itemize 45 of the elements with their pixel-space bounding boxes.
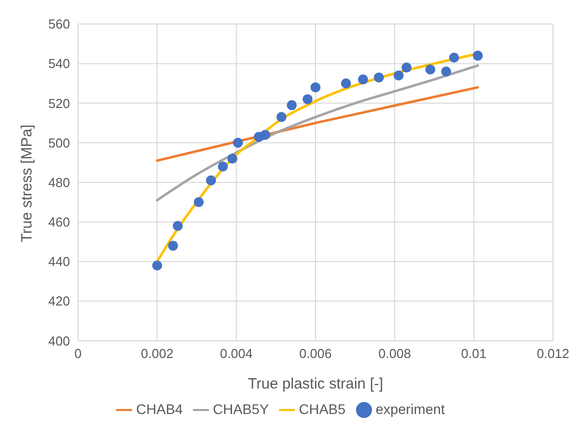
point <box>358 74 368 84</box>
x-tick-label: 0.004 <box>220 346 253 361</box>
x-tick-label: 0.006 <box>299 346 332 361</box>
point <box>286 100 297 110</box>
y-tick-label: 460 <box>48 214 70 230</box>
point <box>276 112 286 122</box>
point <box>402 62 412 73</box>
point <box>227 154 238 164</box>
y-tick-label: 500 <box>48 135 70 150</box>
point <box>302 94 313 104</box>
x-tick-label: 0.002 <box>140 346 174 361</box>
point <box>340 78 351 88</box>
point <box>232 138 243 148</box>
legend-label: experiment <box>376 400 445 417</box>
y-axis-title: True stress [MPa] <box>18 124 36 242</box>
point <box>152 260 162 270</box>
legend-label: CHAB5 <box>298 400 346 417</box>
point <box>425 64 436 75</box>
point <box>472 50 483 61</box>
y-tick-label: 560 <box>48 16 70 32</box>
y-tick-label: 440 <box>48 254 70 270</box>
point <box>260 130 270 140</box>
x-tick-label: 0.01 <box>461 346 486 361</box>
x-tick-label: 0 <box>74 346 82 361</box>
point <box>206 175 216 186</box>
y-tick-label: 520 <box>48 96 70 111</box>
legend-label: CHAB4 <box>136 400 183 417</box>
point <box>441 66 452 77</box>
point <box>449 52 460 63</box>
x-tick-label: 0.012 <box>536 346 570 361</box>
point <box>168 240 178 251</box>
point <box>394 70 404 80</box>
point <box>218 162 228 172</box>
point <box>374 72 384 82</box>
y-tick-label: 420 <box>48 294 70 309</box>
y-tick-label: 400 <box>48 333 70 348</box>
y-tick-label: 540 <box>48 56 70 72</box>
y-tick-label: 480 <box>48 174 70 190</box>
point <box>172 220 183 231</box>
point <box>194 197 204 208</box>
line-series <box>156 64 480 202</box>
legend-label: CHAB5Y <box>212 400 269 417</box>
x-axis-title: True plastic strain [-] <box>248 376 384 393</box>
x-tick-label: 0.008 <box>378 346 411 361</box>
point <box>310 82 320 92</box>
